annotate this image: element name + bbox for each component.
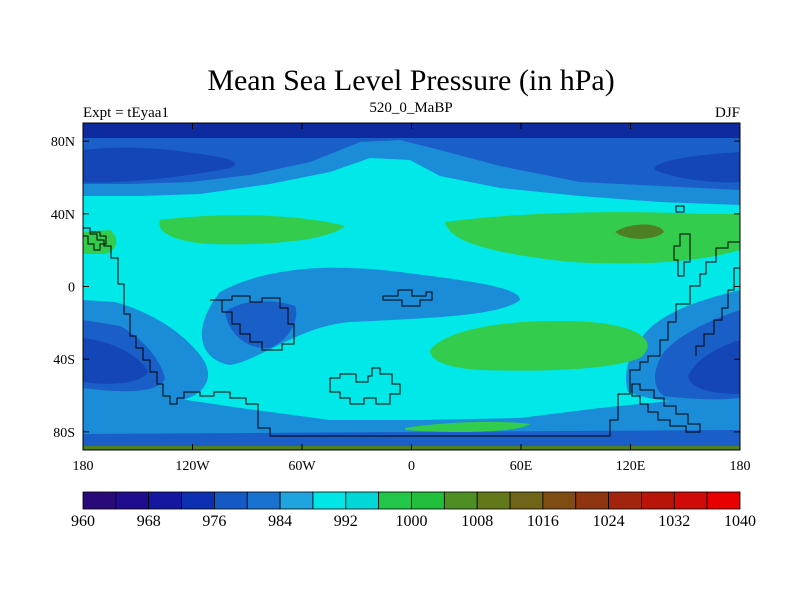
x-axis: 180 120W 60W 0 60E 120E 180 xyxy=(73,123,751,474)
colorbar-swatch xyxy=(345,491,380,510)
north-976-band xyxy=(83,123,740,190)
colorbar-label: 968 xyxy=(137,513,161,530)
colorbar-label: 1016 xyxy=(527,513,559,530)
pressure-field xyxy=(83,123,740,450)
colorbar-swatch xyxy=(476,491,511,510)
colorbar-swatch xyxy=(706,491,741,510)
season-label: DJF xyxy=(715,105,740,121)
colorbar-swatch xyxy=(641,491,675,510)
x-tick-label: 180 xyxy=(73,459,94,474)
y-tick-label: 80N xyxy=(51,135,75,150)
tropical-low-984 xyxy=(225,301,297,349)
north-atlantic-high-1016 xyxy=(615,224,664,239)
colorbar-label: 1040 xyxy=(724,513,756,530)
south-subtropical-high-1008 xyxy=(430,321,648,371)
colorbar-swatch xyxy=(148,491,182,510)
southwest-low-976 xyxy=(83,338,148,384)
colorbar-label: 1024 xyxy=(593,513,625,530)
x-tick-label: 0 xyxy=(408,459,415,474)
coastlines xyxy=(83,205,740,437)
coastline-southeast xyxy=(631,383,701,433)
north-atlantic-high-1008 xyxy=(445,212,740,264)
colorbar-swatch xyxy=(115,491,150,510)
southeast-low-976 xyxy=(688,340,740,394)
north-968-band xyxy=(83,123,740,183)
colorbar-label: 976 xyxy=(202,513,226,530)
coastline-small-island xyxy=(382,289,433,307)
coastline-pacific-islands xyxy=(210,295,295,351)
colorbar-swatch xyxy=(575,491,609,510)
colorbar: 960 968 976 984 992 1000 1008 1016 1024 1032 1040 xyxy=(71,491,756,530)
colorbar-swatch xyxy=(411,491,445,510)
colorbar-swatch xyxy=(312,491,347,510)
colorbar-label: 1000 xyxy=(396,513,428,530)
period-label: 520_0_MaBP xyxy=(369,100,452,116)
north-polar-band xyxy=(83,123,740,138)
colorbar-swatch xyxy=(378,491,412,510)
y-tick-label: 80S xyxy=(53,426,75,441)
colorbar-label: 960 xyxy=(71,513,95,530)
colorbar-swatch xyxy=(213,491,248,510)
x-tick-label: 120W xyxy=(175,459,210,474)
colorbar-swatch xyxy=(246,491,281,510)
colorbar-swatch xyxy=(673,491,708,510)
southern-ocean-968-band xyxy=(83,430,740,450)
colorbar-label: 992 xyxy=(334,513,358,530)
x-tick-label: 60W xyxy=(288,459,316,474)
colorbar-label: 984 xyxy=(268,513,292,530)
northwest-high-1008 xyxy=(83,230,117,254)
x-tick-label: 120E xyxy=(616,459,646,474)
experiment-label: Expt = tEyaa1 xyxy=(83,105,169,121)
coastline-nw xyxy=(83,231,107,251)
coastline-east-edge xyxy=(695,267,740,356)
colorbar-swatch xyxy=(181,491,215,510)
y-tick-label: 40N xyxy=(51,208,75,223)
south-polar-high-1008 xyxy=(405,421,530,432)
colorbar-swatch xyxy=(608,491,642,510)
x-tick-label: 60E xyxy=(510,459,533,474)
y-tick-label: 0 xyxy=(68,281,75,296)
colorbar-label: 1008 xyxy=(461,513,493,530)
north-pacific-high-1008 xyxy=(159,215,345,245)
colorbar-label: 1032 xyxy=(658,513,690,530)
x-tick-label: 180 xyxy=(730,459,751,474)
colorbar-swatch xyxy=(82,491,117,510)
y-tick-label: 40S xyxy=(53,353,75,368)
y-axis: 80N 40N 0 40S 80S xyxy=(51,135,740,441)
colorbar-swatch xyxy=(542,491,577,510)
coastline-south-islands xyxy=(329,367,401,405)
colorbar-swatch xyxy=(279,491,314,510)
coastline-main xyxy=(83,227,740,437)
chart-title: Mean Sea Level Pressure (in hPa) xyxy=(207,64,614,97)
colorbar-swatch xyxy=(509,491,544,510)
coastline-tiny-island xyxy=(675,205,685,213)
colorbar-swatch xyxy=(443,491,478,510)
coastline-east-peninsula xyxy=(673,233,691,277)
